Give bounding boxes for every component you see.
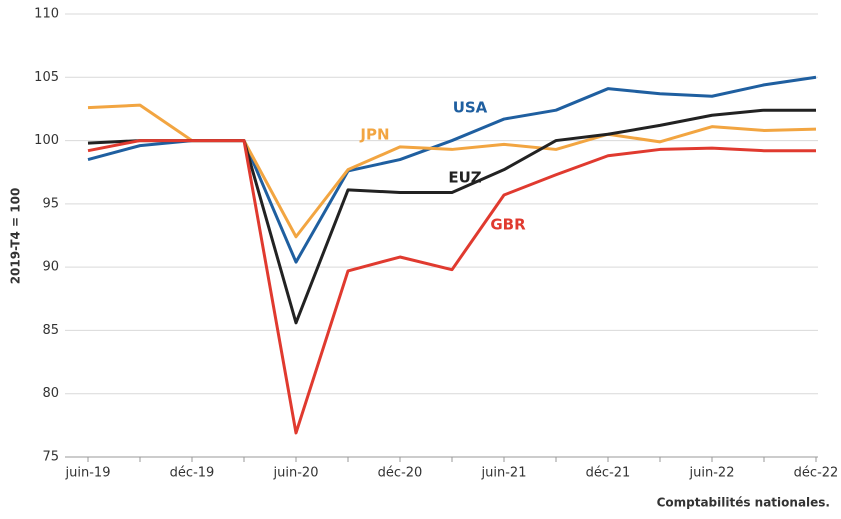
x-tick-label: déc-20 (378, 466, 423, 481)
source: Comptabilités nationales. (657, 496, 830, 510)
series-label: GBR (490, 216, 526, 234)
series-line (87, 139, 816, 435)
y-tick-label: 110 (34, 7, 59, 22)
series-label: USA (453, 99, 488, 117)
y-tick-label: 100 (34, 133, 59, 148)
x-tick-label: juin-21 (481, 466, 527, 481)
series-label: EUZ (448, 169, 481, 187)
x-tick-label: déc-21 (586, 466, 631, 481)
x-tick-label: juin-20 (273, 466, 319, 481)
y-tick-label: 90 (42, 260, 59, 275)
y-tick-label: 85 (42, 323, 59, 338)
y-tick-label: 75 (42, 450, 59, 465)
series-label: JPN (359, 126, 389, 144)
y-axis-label: 2019-T4 = 100 (9, 188, 23, 285)
x-tick-label: juin-19 (65, 466, 111, 481)
y-tick-label: 105 (34, 70, 59, 85)
y-tick-label: 95 (42, 196, 59, 211)
x-tick-label: déc-19 (170, 466, 215, 481)
y-tick-label: 80 (42, 386, 59, 401)
x-tick-label: déc-22 (794, 466, 839, 481)
x-tick-label: juin-22 (689, 466, 735, 481)
